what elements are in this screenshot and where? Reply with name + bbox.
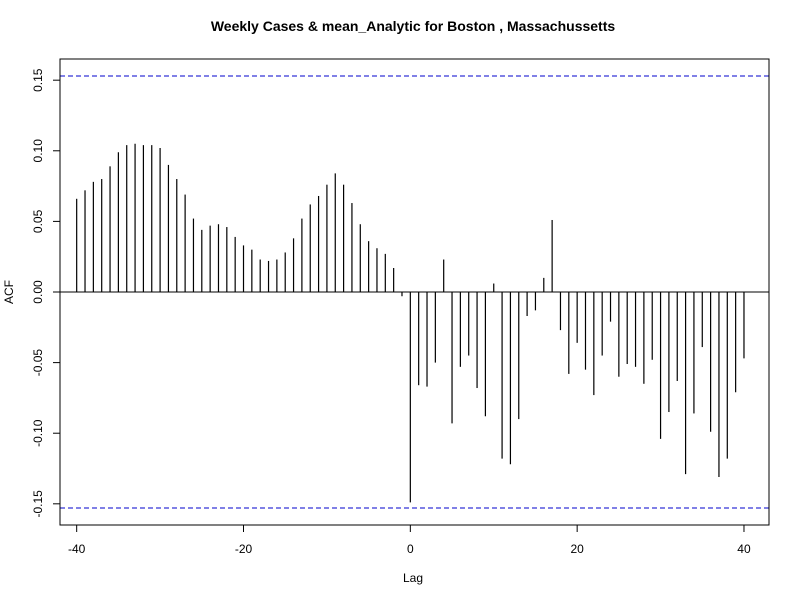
chart-title: Weekly Cases & mean_Analytic for Boston … [211, 18, 616, 34]
y-axis-label: ACF [2, 280, 16, 304]
y-tick-label: -0.15 [31, 490, 45, 518]
x-tick-label: -40 [68, 542, 86, 556]
x-tick-label: -20 [235, 542, 253, 556]
bars-group [76, 143, 745, 503]
x-axis-label: Lag [403, 571, 423, 585]
y-axis: -0.15 -0.10 -0.05 0.00 0.05 0.10 0.15 [31, 68, 60, 517]
x-tick-label: 0 [407, 542, 414, 556]
y-tick-label: -0.05 [31, 349, 45, 377]
y-tick-label: 0.00 [31, 280, 45, 304]
y-tick-label: 0.15 [31, 68, 45, 92]
y-tick-label: 0.05 [31, 209, 45, 233]
x-tick-label: 40 [737, 542, 751, 556]
x-tick-label: 20 [570, 542, 584, 556]
x-axis: -40 -20 0 20 40 [68, 524, 751, 556]
y-tick-label: 0.10 [31, 139, 45, 163]
y-tick-label: -0.10 [31, 419, 45, 447]
